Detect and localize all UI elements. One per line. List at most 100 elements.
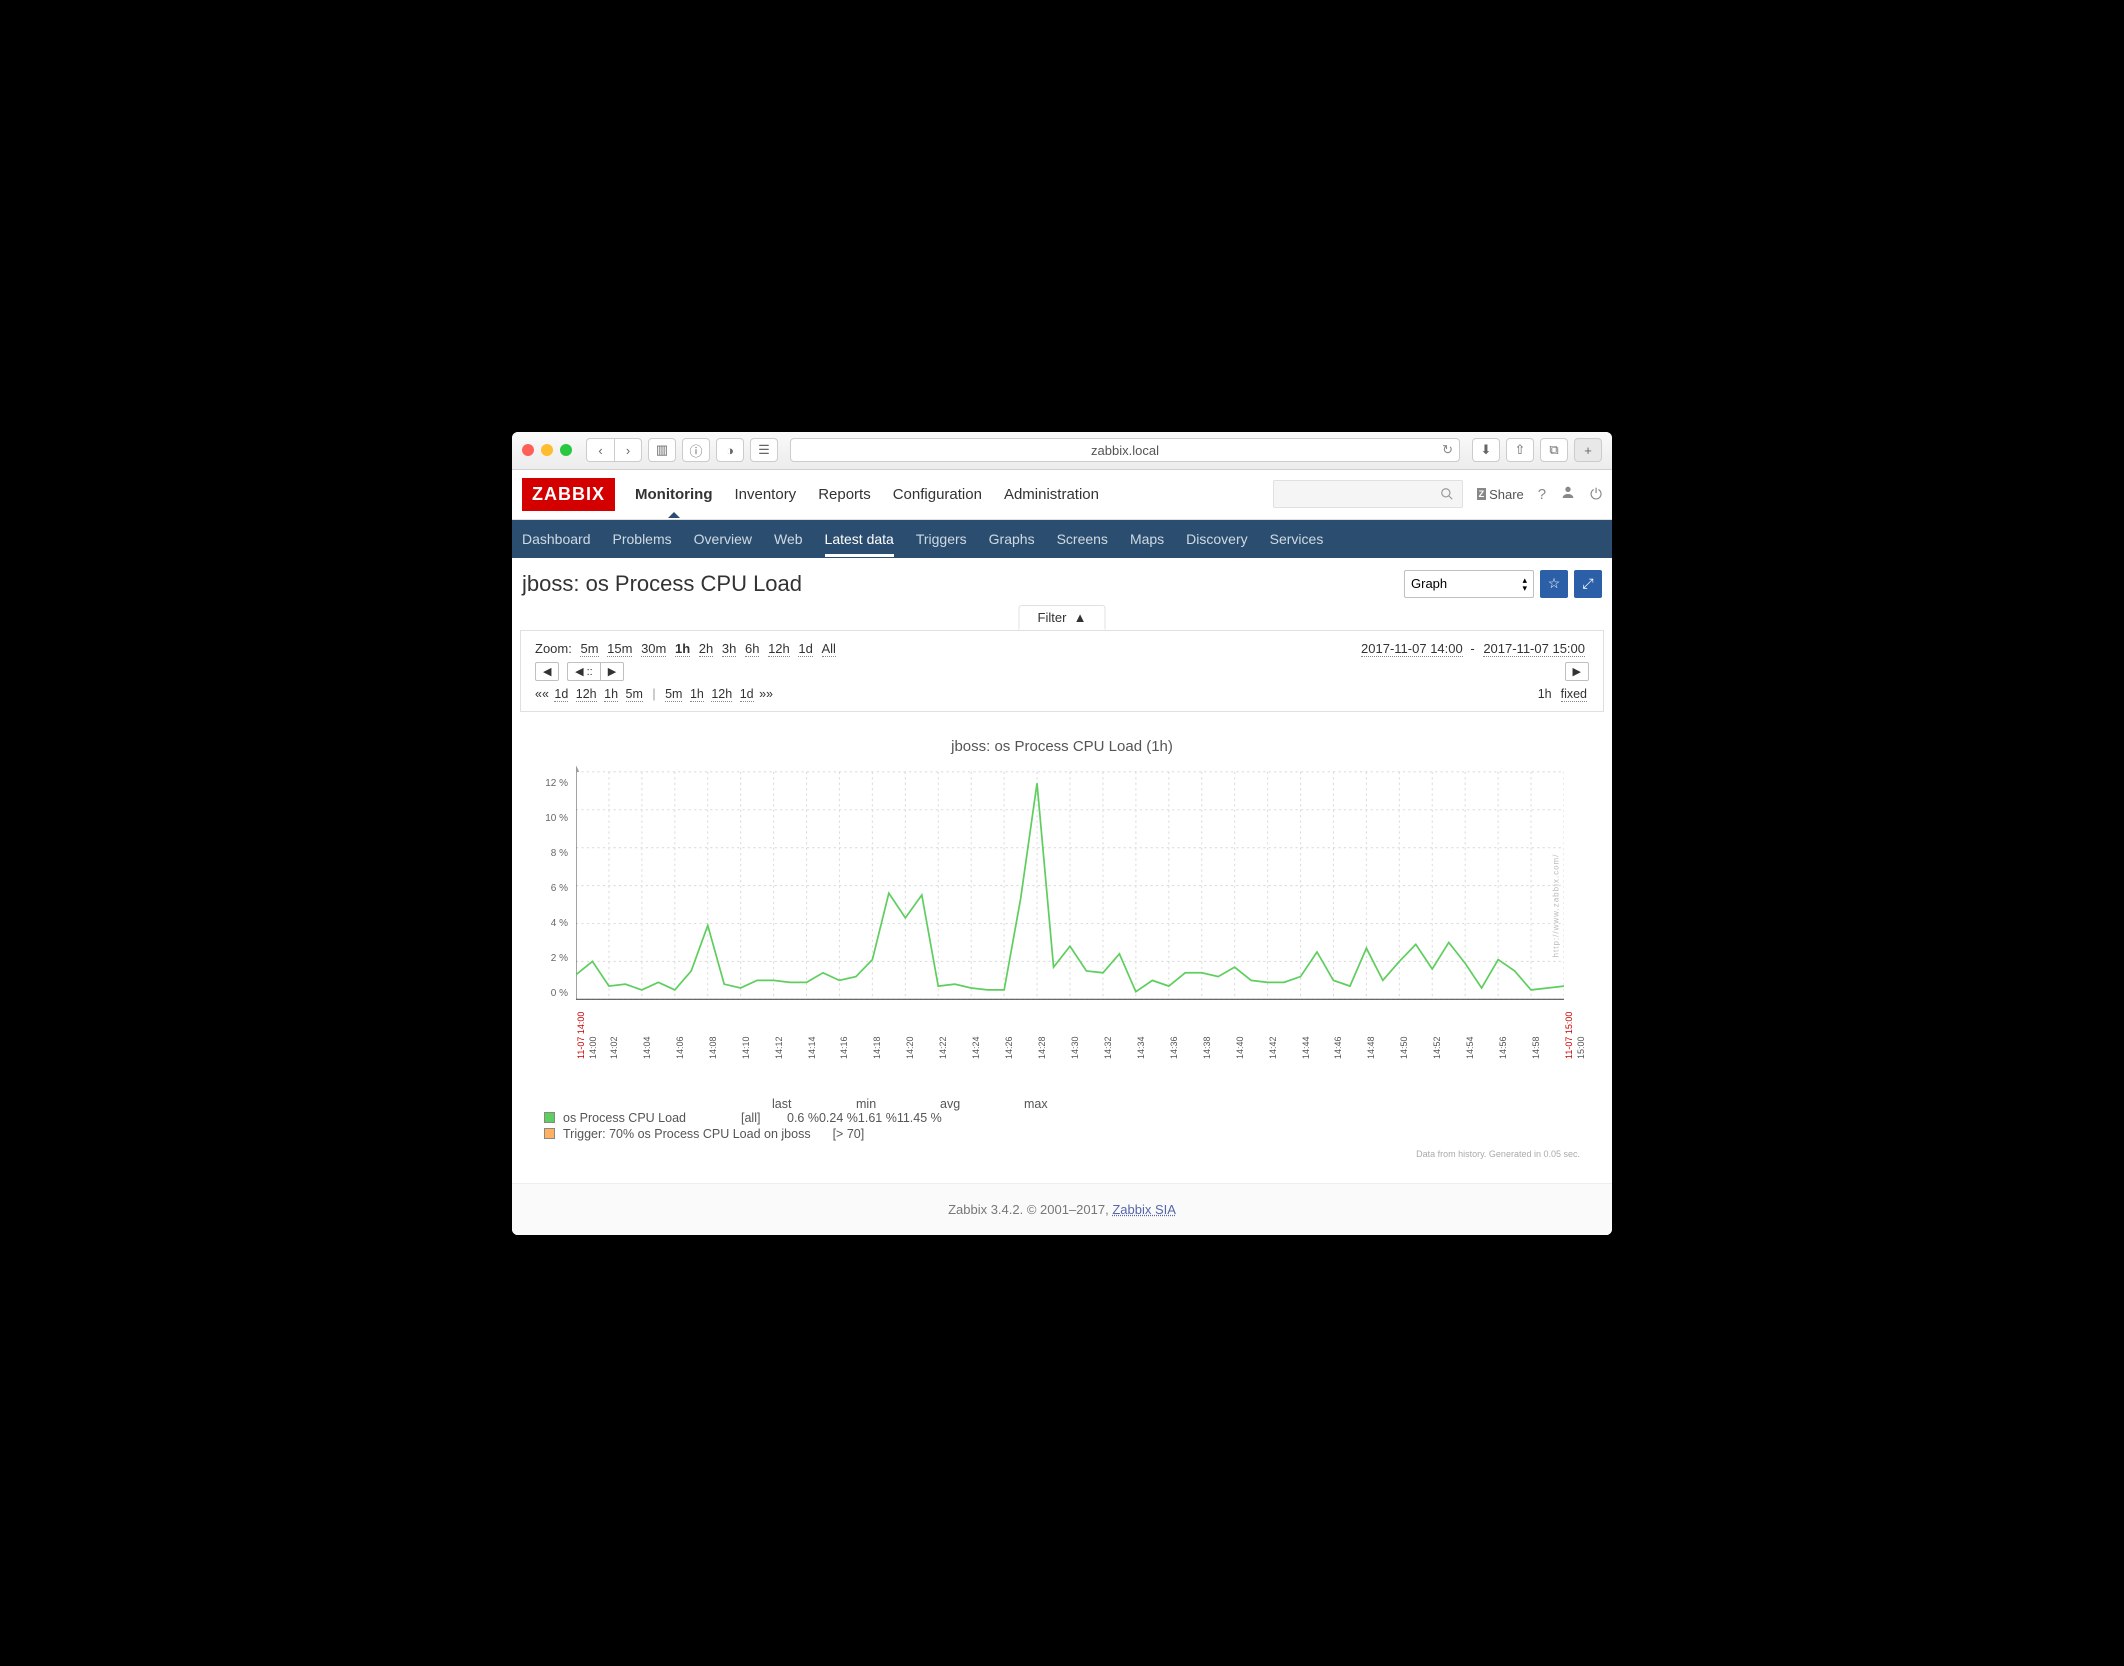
zoom-6h[interactable]: 6h (745, 641, 759, 657)
back-1h[interactable]: 1h (604, 687, 618, 702)
footnote: Data from history. Generated in 0.05 sec… (530, 1145, 1594, 1167)
downloads-icon[interactable]: ⬇ (1472, 438, 1500, 462)
date-range: 2017-11-07 14:00 - 2017-11-07 15:00 (1360, 641, 1589, 656)
legend-trigger: Trigger: 70% os Process CPU Load on jbos… (544, 1127, 1580, 1141)
legend-series: os Process CPU Load [all] 0.6 %0.24 %1.6… (544, 1111, 1580, 1125)
power-icon[interactable]: ⏻ (1590, 486, 1602, 503)
new-tab-button[interactable]: + (1574, 438, 1602, 462)
url-text: zabbix.local (1091, 443, 1159, 458)
zoom-1d[interactable]: 1d (798, 641, 812, 657)
traffic-lights (522, 444, 572, 456)
main-tab-reports[interactable]: Reports (818, 472, 871, 517)
sub-tab-web[interactable]: Web (774, 521, 803, 557)
reload-icon[interactable]: ↻ (1442, 442, 1453, 458)
chart-title: jboss: os Process CPU Load (1h) (530, 738, 1594, 755)
sub-tab-triggers[interactable]: Triggers (916, 521, 967, 557)
fwd-5m[interactable]: 5m (665, 687, 682, 702)
legend: lastminavgmax os Process CPU Load [all] … (530, 1091, 1594, 1145)
nav-scroll-right[interactable]: ▶ (601, 663, 623, 680)
url-bar[interactable]: zabbix.local ↻ (790, 438, 1460, 462)
sub-tab-services[interactable]: Services (1270, 521, 1324, 557)
main-tabs: Monitoring Inventory Reports Configuration A… (635, 472, 1099, 517)
back-5m[interactable]: 5m (626, 687, 643, 702)
page-header: jboss: os Process CPU Load Graph ▴▾ ☆ ⤢ (512, 558, 1612, 604)
fwd-1h[interactable]: 1h (690, 687, 704, 702)
stats-header: lastminavgmax (772, 1097, 1580, 1111)
sub-tab-dashboard[interactable]: Dashboard (522, 521, 591, 557)
footer: Zabbix 3.4.2. © 2001–2017, Zabbix SIA (512, 1183, 1612, 1235)
page-content: ZABBIX Monitoring Inventory Reports Configu… (512, 470, 1612, 1235)
main-tab-monitoring[interactable]: Monitoring (635, 472, 712, 517)
range-row: «« 1d 12h 1h 5m | 5m 1h 12h 1d »» 1h fix… (535, 687, 1589, 701)
back-1d[interactable]: 1d (554, 687, 568, 702)
trigger-swatch-icon (544, 1128, 555, 1139)
zoom-All[interactable]: All (822, 641, 836, 657)
share-icon[interactable]: ⇧ (1506, 438, 1534, 462)
fixed-toggle[interactable]: fixed (1561, 687, 1587, 702)
minimize-window-icon[interactable] (541, 444, 553, 456)
sub-tab-overview[interactable]: Overview (694, 521, 752, 557)
view-select[interactable]: Graph ▴▾ (1404, 570, 1534, 598)
shield-icon[interactable]: ◑ (716, 438, 744, 462)
main-tab-configuration[interactable]: Configuration (893, 472, 982, 517)
fwd-1d[interactable]: 1d (740, 687, 754, 702)
time-nav-row: ◀ ◀ :: ▶ ▶ (535, 662, 1589, 681)
favorite-button[interactable]: ☆ (1540, 570, 1568, 598)
date-to[interactable]: 2017-11-07 15:00 (1483, 641, 1585, 657)
close-window-icon[interactable] (522, 444, 534, 456)
search-input[interactable] (1273, 480, 1463, 508)
sub-tab-problems[interactable]: Problems (613, 521, 672, 557)
date-from[interactable]: 2017-11-07 14:00 (1361, 641, 1463, 657)
reader-icon[interactable]: ☰ (750, 438, 778, 462)
user-icon[interactable] (1560, 484, 1576, 504)
back-12h[interactable]: 12h (576, 687, 597, 702)
nav-scroll-left[interactable]: ◀ :: (568, 663, 601, 680)
sub-tab-screens[interactable]: Screens (1057, 521, 1108, 557)
forward-button[interactable]: › (614, 438, 642, 462)
chart-area: jboss: os Process CPU Load (1h) 12 %10 %… (520, 724, 1604, 1175)
browser-window: ‹ › ▥ ⓘ ◑ ☰ zabbix.local ↻ ⬇ ⇧ ⧉ + ZABBI… (512, 432, 1612, 1235)
fullscreen-button[interactable]: ⤢ (1574, 570, 1602, 598)
sub-tab-discovery[interactable]: Discovery (1186, 521, 1247, 557)
page-title: jboss: os Process CPU Load (522, 571, 802, 597)
sub-tab-latest-data[interactable]: Latest data (825, 521, 894, 557)
zoom-15m[interactable]: 15m (607, 641, 632, 657)
tabs-icon[interactable]: ⧉ (1540, 438, 1568, 462)
header-actions: Graph ▴▾ ☆ ⤢ (1404, 570, 1602, 598)
zoom-3h[interactable]: 3h (722, 641, 736, 657)
logo[interactable]: ZABBIX (522, 478, 615, 511)
sub-nav: Dashboard Problems Overview Web Latest data T… (512, 520, 1612, 558)
help-icon[interactable]: ? (1538, 486, 1546, 503)
main-tab-inventory[interactable]: Inventory (734, 472, 796, 517)
browser-title-bar: ‹ › ▥ ⓘ ◑ ☰ zabbix.local ↻ ⬇ ⇧ ⧉ + (512, 432, 1612, 470)
zoom-2h[interactable]: 2h (699, 641, 713, 657)
main-tab-administration[interactable]: Administration (1004, 472, 1099, 517)
zoom-12h[interactable]: 12h (768, 641, 790, 657)
zoom-5m[interactable]: 5m (580, 641, 598, 657)
sub-tab-graphs[interactable]: Graphs (989, 521, 1035, 557)
nav-prev-button[interactable]: ◀ (536, 663, 558, 680)
chart-canvas (576, 761, 1564, 1021)
x-axis-labels: 11-07 14:0014:0014:0214:0414:0614:0814:1… (576, 1021, 1564, 1091)
watermark: http://www.zabbix.com/ (1552, 853, 1561, 957)
filter-panel: Filter ▲ Zoom: 5m 15m 30m 1h 2h 3h 6h 12… (520, 630, 1604, 712)
nav-scroll-group: ◀ :: ▶ (567, 662, 624, 681)
info-icon[interactable]: ⓘ (682, 438, 710, 462)
search-icon (1440, 487, 1454, 501)
filter-toggle[interactable]: Filter ▲ (1019, 605, 1106, 630)
fwd-12h[interactable]: 12h (711, 687, 732, 702)
footer-link[interactable]: Zabbix SIA (1112, 1202, 1176, 1217)
share-link[interactable]: ZShare (1477, 487, 1524, 502)
chevron-updown-icon: ▴▾ (1522, 576, 1527, 592)
zoom-1h[interactable]: 1h (675, 641, 690, 657)
nav-next-button[interactable]: ▶ (1566, 663, 1588, 680)
zoom-links: Zoom: 5m 15m 30m 1h 2h 3h 6h 12h 1d All (535, 641, 844, 656)
sidebar-toggle-icon[interactable]: ▥ (648, 438, 676, 462)
series-swatch-icon (544, 1112, 555, 1123)
sub-tab-maps[interactable]: Maps (1130, 521, 1164, 557)
main-nav: ZABBIX Monitoring Inventory Reports Configu… (512, 470, 1612, 520)
zoom-row: Zoom: 5m 15m 30m 1h 2h 3h 6h 12h 1d All … (535, 641, 1589, 656)
zoom-30m[interactable]: 30m (641, 641, 666, 657)
maximize-window-icon[interactable] (560, 444, 572, 456)
back-button[interactable]: ‹ (586, 438, 614, 462)
